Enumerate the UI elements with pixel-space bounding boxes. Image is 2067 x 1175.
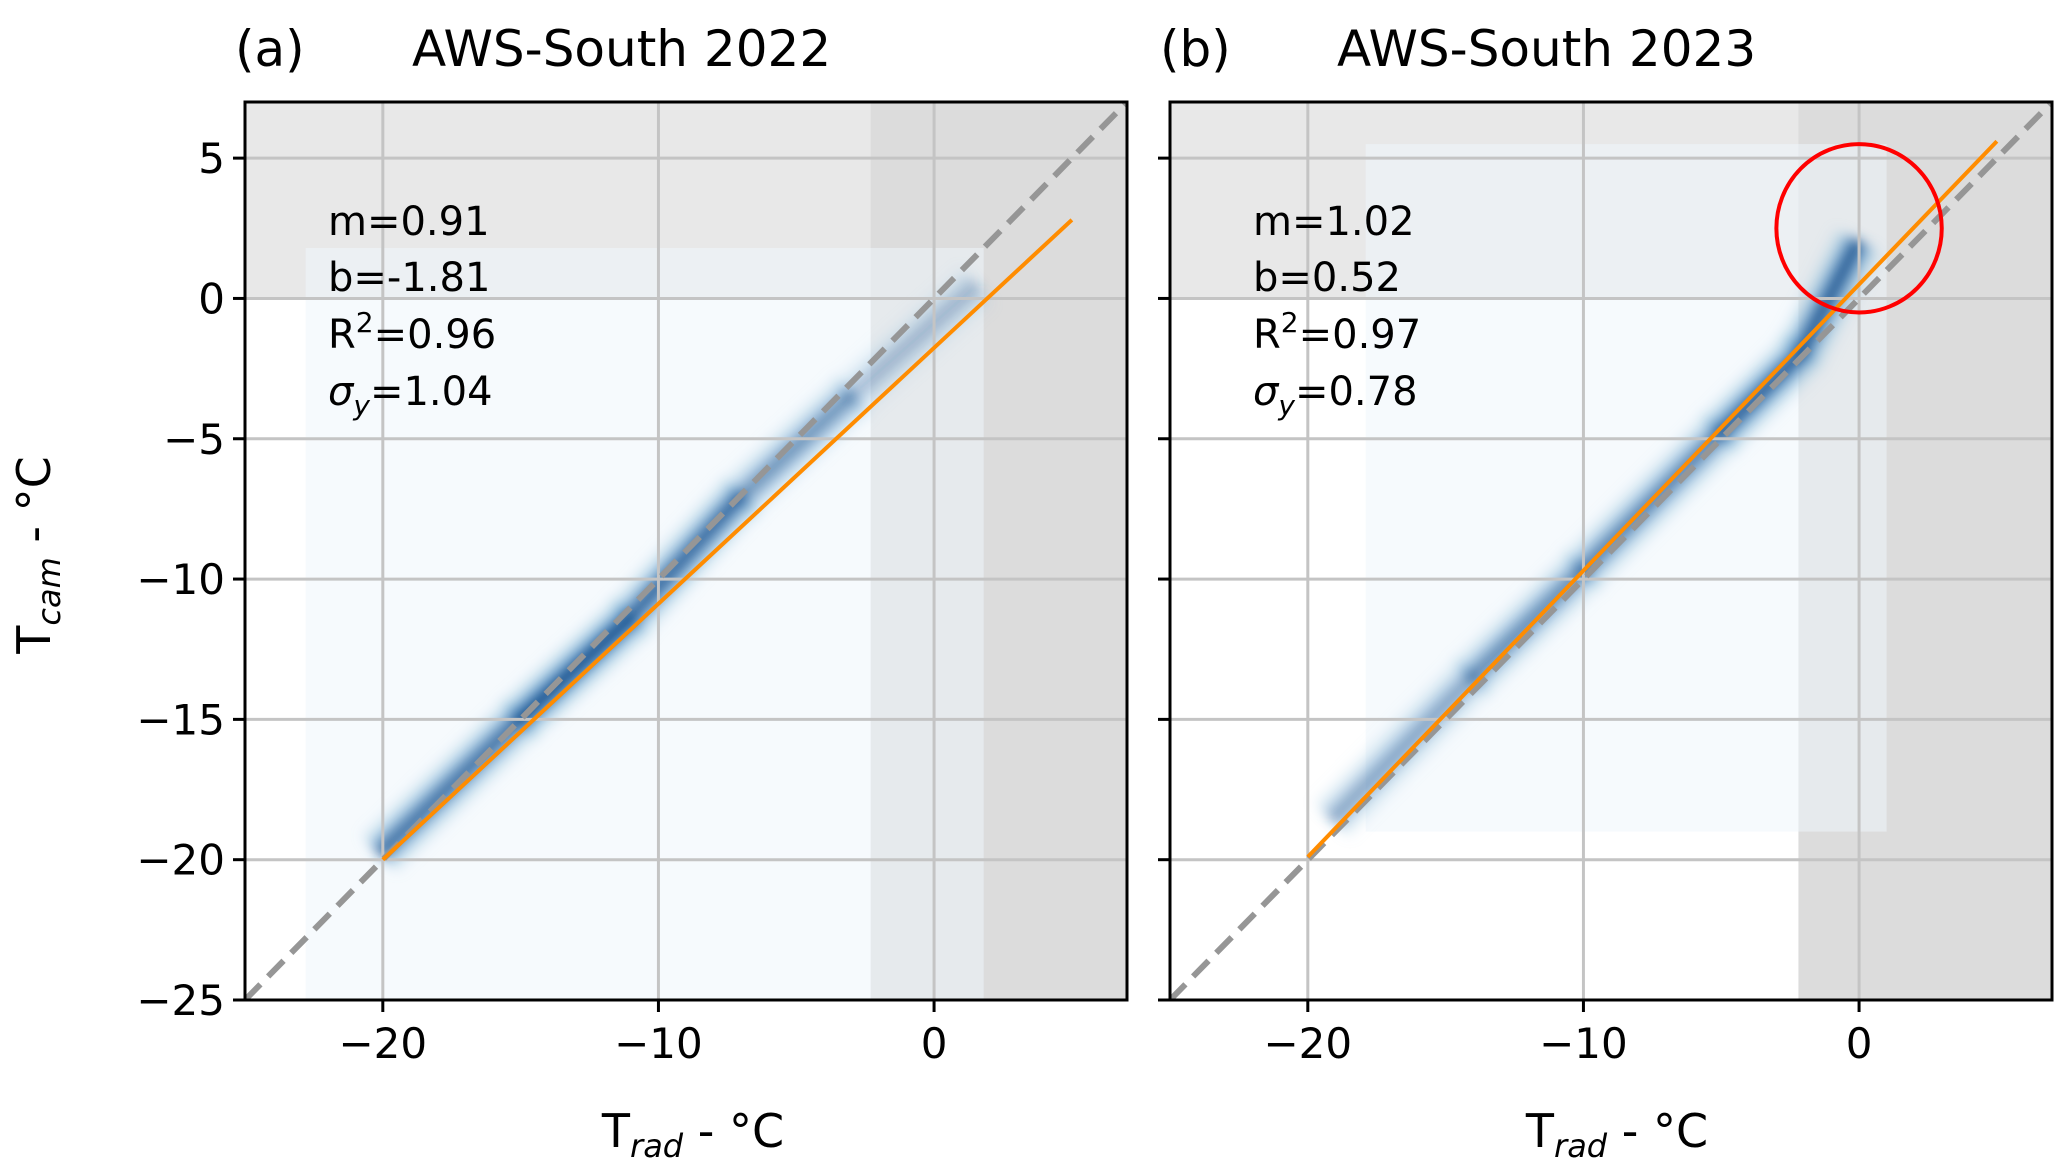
density-segment <box>1310 654 1496 841</box>
stat-intercept: b=-1.81 <box>328 255 490 301</box>
x-axis-label-tail: - °C <box>1607 1104 1708 1158</box>
y-tick-label: −10 <box>136 555 225 604</box>
stat-sigma-value: =1.04 <box>370 369 493 415</box>
panel-b: −20 −10 0(b) AWS-South 2023m=1.02b=0.52R2=0… <box>1158 20 2054 1068</box>
x-tick-label: −20 <box>338 1019 427 1068</box>
plot-area <box>1170 102 2052 1000</box>
stat-sigma-symbol: σ <box>1253 369 1280 415</box>
y-axis-label-tail: - °C <box>7 456 61 557</box>
density-segment <box>717 372 873 522</box>
stat-r-squared-prefix: R <box>1253 312 1281 358</box>
stat-sigma-value: =0.78 <box>1295 369 1418 415</box>
x-tick-label: −20 <box>1263 1019 1352 1068</box>
y-tick-label: 5 <box>198 134 225 183</box>
x-tick-label: 0 <box>1846 1019 1873 1068</box>
y-tick-label: −20 <box>136 836 225 885</box>
x-tick-label: −10 <box>614 1019 703 1068</box>
stat-sigma-symbol: σ <box>328 369 355 415</box>
panel-title: AWS-South 2023 <box>1337 20 1756 78</box>
y-axis-label-main: T <box>7 625 61 655</box>
fit-line <box>381 218 1074 862</box>
density-segment <box>605 475 764 641</box>
stat-r-squared-exp: 2 <box>356 306 374 339</box>
y-tick-label: −15 <box>136 695 225 744</box>
y-tick-label: −5 <box>163 415 225 464</box>
stat-intercept: b=0.52 <box>1253 255 1401 301</box>
stat-slope: m=0.91 <box>328 199 490 245</box>
x-axis-label-main: T <box>601 1104 631 1158</box>
density-segment <box>1696 328 1826 457</box>
x-axis-label-main: T <box>1525 1104 1555 1158</box>
stat-r-squared: R2=0.97 <box>1253 306 1421 358</box>
stat-sigma: σy=0.78 <box>1253 369 1418 422</box>
stat-sigma-sub: y <box>352 389 370 422</box>
stat-sigma-sub: y <box>1277 389 1295 422</box>
stat-sigma: σy=1.04 <box>328 369 493 422</box>
x-tick-label: 0 <box>921 1019 948 1068</box>
identity-line <box>1170 102 2052 1000</box>
density-segment <box>358 695 543 876</box>
axes-frame <box>1168 100 2054 1002</box>
density-band <box>358 262 997 876</box>
stat-r-squared-value: =0.96 <box>374 312 497 358</box>
fit-line <box>1306 139 1999 859</box>
y-tick-label: −25 <box>136 976 225 1025</box>
panel-label: (b) <box>1160 20 1231 78</box>
x-axis-label-sub: rad <box>630 1127 684 1165</box>
x-axis-label-tail: - °C <box>683 1104 784 1158</box>
x-axis-label-b: Trad - °C <box>1525 1104 1708 1165</box>
plot-area <box>245 102 1127 1000</box>
y-axis-label-sub: cam <box>30 557 68 625</box>
density-segment <box>828 262 997 422</box>
x-axis-label-a: Trad - °C <box>601 1104 784 1165</box>
stat-r-squared-value: =0.97 <box>1299 312 1422 358</box>
x-axis-label-sub: rad <box>1554 1127 1608 1165</box>
stat-slope: m=1.02 <box>1253 199 1415 245</box>
stat-r-squared-prefix: R <box>328 312 356 358</box>
x-tick-label: −10 <box>1539 1019 1628 1068</box>
highlight-circle <box>1774 142 1944 315</box>
axes-frame <box>243 100 1129 1002</box>
y-axis-label: Tcam - °C <box>7 456 68 654</box>
panel-a: −20 −10 0 5 0 −5 −10 −15 −20 −25 (a) AWS-South 2022… <box>136 20 1129 1068</box>
panel-title: AWS-South 2022 <box>412 20 831 78</box>
y-tick-label: 0 <box>198 274 225 323</box>
density-segment <box>1449 547 1606 701</box>
panel-label: (a) <box>235 20 305 78</box>
stat-r-squared-exp: 2 <box>1281 306 1299 339</box>
stat-r-squared: R2=0.96 <box>328 306 496 358</box>
